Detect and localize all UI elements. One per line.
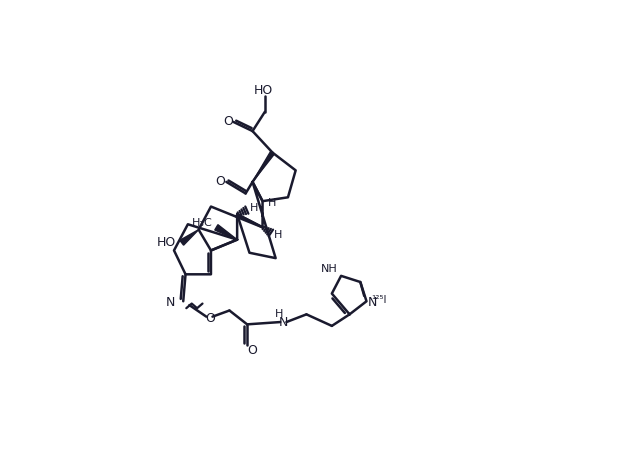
Text: O: O bbox=[247, 344, 257, 357]
Text: H: H bbox=[275, 309, 283, 319]
Text: O: O bbox=[223, 115, 233, 128]
Text: H₃C: H₃C bbox=[192, 219, 212, 228]
Text: H: H bbox=[274, 230, 282, 240]
Text: HO: HO bbox=[253, 84, 273, 97]
Text: N: N bbox=[166, 296, 175, 309]
Text: O: O bbox=[205, 313, 215, 325]
Text: HO: HO bbox=[156, 236, 175, 249]
Text: ¹²⁵I: ¹²⁵I bbox=[371, 296, 387, 306]
Polygon shape bbox=[253, 151, 275, 182]
Polygon shape bbox=[215, 225, 237, 240]
Text: N: N bbox=[368, 296, 378, 309]
Polygon shape bbox=[180, 230, 198, 245]
Text: N: N bbox=[278, 316, 288, 329]
Text: NH: NH bbox=[321, 264, 337, 274]
Text: O: O bbox=[215, 175, 225, 188]
Text: H: H bbox=[250, 203, 259, 213]
Text: H: H bbox=[268, 198, 276, 208]
